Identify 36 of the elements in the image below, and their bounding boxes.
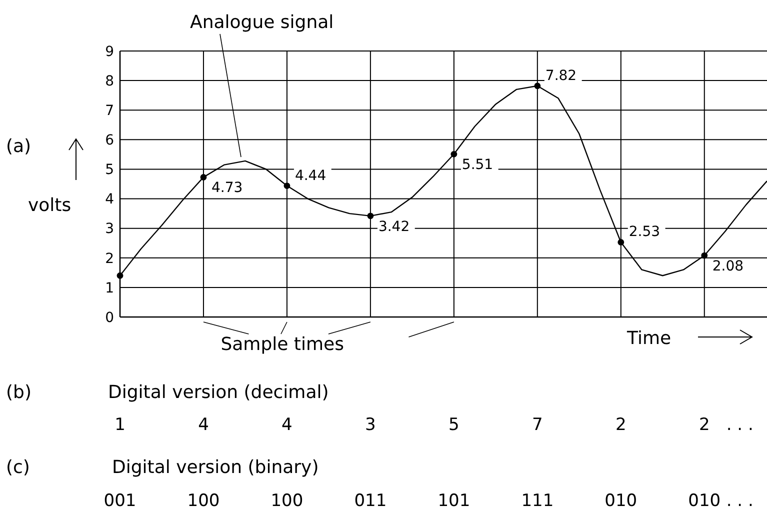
y-tick-label: 6 [105, 132, 114, 149]
point [367, 212, 374, 220]
point [701, 252, 708, 259]
y-tick-label: 8 [105, 73, 114, 90]
text: Analogue signal [190, 12, 334, 33]
text: 001 100 100 011 101 111 010 010 . . . [104, 491, 754, 511]
data-label: 5.51 [462, 157, 494, 174]
data-label: 4.44 [294, 168, 326, 184]
y-axis-title: volts [28, 195, 72, 216]
y-tick-label: 7 [105, 103, 114, 120]
text: Digital version (binary) [112, 457, 319, 478]
data-label: 7.82 [545, 68, 577, 84]
y-tick-label: 9 [105, 44, 114, 60]
data-label: 3.42 [378, 218, 410, 235]
text: 1 4 4 3 5 7 2 2 . . . [114, 415, 754, 435]
text: Sample times [220, 334, 344, 355]
x-axis-title: Time [626, 328, 672, 349]
point [618, 239, 624, 246]
text: (c) [6, 457, 30, 478]
y-tick-label: 0 [105, 310, 114, 326]
y-tick-label: 4 [105, 192, 114, 208]
text: Digital version (decimal) [108, 382, 329, 403]
data-label: 2.08 [712, 258, 744, 275]
point [534, 82, 541, 90]
text: (b) [6, 382, 32, 403]
point [200, 174, 207, 180]
data-label: 4.73 [211, 180, 243, 196]
y-tick-label: 1 [105, 280, 114, 296]
point [116, 272, 124, 279]
y-tick-label: 5 [105, 162, 114, 178]
point [284, 182, 290, 189]
y-tick-label: 2 [105, 250, 114, 267]
point [450, 150, 458, 158]
data-label: 2.53 [628, 224, 660, 240]
text: (a) [6, 136, 32, 157]
y-tick-label: 3 [105, 221, 114, 238]
